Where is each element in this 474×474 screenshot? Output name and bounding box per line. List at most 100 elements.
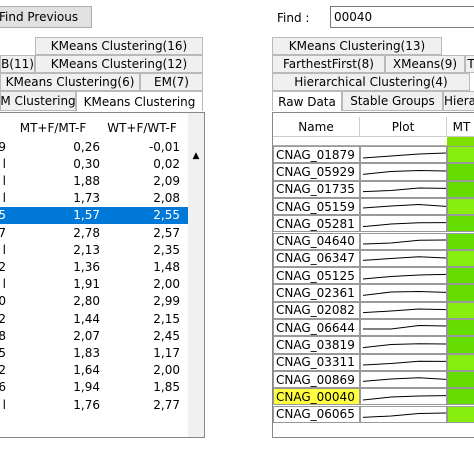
selected-row [0,206,188,224]
mt-cell [447,336,474,354]
scrollbar[interactable]: ▲ [188,113,204,437]
mt-cell [447,163,474,181]
tab[interactable]: M Clustering [0,91,76,111]
sparkline-path [362,203,446,209]
find-previous-button[interactable]: Find Previous [0,6,92,28]
tab[interactable]: Hiera [443,91,474,111]
column-header: Plot [360,117,447,137]
plot-cell [360,163,447,181]
plot-cell [360,267,447,285]
tab[interactable]: B(11) [0,55,35,73]
sparkline [362,377,446,382]
sparkline [362,360,446,366]
name-cell[interactable]: CNAG_04640 [273,232,360,250]
name-cell[interactable]: CNAG_05125 [273,267,360,285]
mt-cell [447,146,474,164]
cell: 1,17 [153,345,180,360]
cell: 1,44 [73,311,100,326]
tab[interactable]: KMeans Clustering [76,91,203,111]
cell: 2,77 [153,397,180,412]
cell: 0 [0,294,6,309]
sparkline [362,152,446,159]
sparkline-path [362,170,446,176]
plot-cell [360,353,447,371]
cell: 1,73 [73,191,100,206]
name-cell[interactable]: CNAG_01735 [273,180,360,198]
name-cell[interactable]: CNAG_06644 [273,319,360,337]
mt-cell [447,137,474,146]
column-header: WT+F/WT-F [107,121,177,135]
left-grid [0,112,205,438]
cell: 5 [0,345,6,360]
plot-cell [360,249,447,268]
tab[interactable]: EM(7) [140,73,203,91]
tab[interactable]: KMeans Clustering(16) [35,37,203,55]
cell: 1,83 [73,345,100,360]
name-cell[interactable]: CNAG_02361 [273,284,360,302]
sparkline [362,170,446,176]
cell: 2,15 [153,311,180,326]
plot-cell [360,405,447,423]
name-cell[interactable]: CNAG_00040 [273,388,360,406]
cell: l [2,156,6,171]
name-cell[interactable]: CNAG_01879 [273,146,360,164]
mt-cell [447,232,474,250]
sparkline-path [362,360,446,366]
plot-cell [360,388,447,406]
sparkline [362,395,446,401]
plot-cell [360,215,447,233]
sparkline-path [362,256,446,261]
sparkline-path [362,187,446,192]
tab[interactable]: Stable Groups [342,91,443,111]
name-cell[interactable]: CNAG_06347 [273,249,360,268]
name-cell[interactable]: CNAG_05281 [273,215,360,233]
find-input[interactable]: 00040 [330,6,474,28]
cell: 1,94 [73,380,100,395]
cell: 2,07 [73,328,100,343]
cell: 1,85 [153,380,180,395]
sparkline [362,291,446,297]
mt-cell [447,370,474,389]
column-header: MT+F/MT-F [19,121,87,135]
name-cell[interactable]: CNAG_05929 [273,163,360,181]
tab[interactable]: XMeans(9) [385,55,465,73]
cell: 2 [0,363,6,378]
sparkline [362,239,446,244]
tab[interactable]: T [465,55,474,73]
tab[interactable]: Hierarchical Clustering(4) [272,73,470,91]
sparkline-path [363,324,446,330]
name-cell[interactable]: CNAG_00869 [273,370,360,389]
name-cell[interactable]: CNAG_03311 [273,353,360,371]
cell: 1,57 [73,208,100,223]
sparkline [362,187,446,192]
cell: 0,30 [73,156,100,171]
tab[interactable]: FarthestFirst(8) [272,55,385,73]
tab[interactable]: KMeans Clustering(13) [272,37,442,55]
mt-cell [447,180,474,198]
cell: 1,48 [153,259,180,274]
cell: 2,80 [73,294,100,309]
mt-cell [447,405,474,423]
cell: 2 [0,259,6,274]
cell: 2,99 [153,294,180,309]
cell: l [2,173,6,188]
cell: -0,01 [148,139,180,154]
tab[interactable]: KMeans Clustering(6) [0,73,140,91]
cell: 2,08 [153,191,180,206]
sparkline-path [362,395,446,401]
name-cell[interactable]: CNAG_02082 [273,301,360,319]
cell: 1,76 [73,397,100,412]
cell: 0,02 [153,156,180,171]
sparkline-path [362,377,446,382]
name-cell[interactable]: CNAG_06065 [273,405,360,423]
tab[interactable]: KMeans Clustering(12) [35,55,203,73]
sparkline [362,273,446,280]
name-cell[interactable]: CNAG_05159 [273,197,360,216]
cell: 7 [0,225,6,240]
name-cell[interactable]: CNAG_03819 [273,336,360,354]
cell: l [2,242,6,257]
tab[interactable]: Raw Data [272,91,342,111]
plot-cell [360,301,447,319]
mt-cell [447,353,474,371]
sparkline-path [362,239,446,244]
